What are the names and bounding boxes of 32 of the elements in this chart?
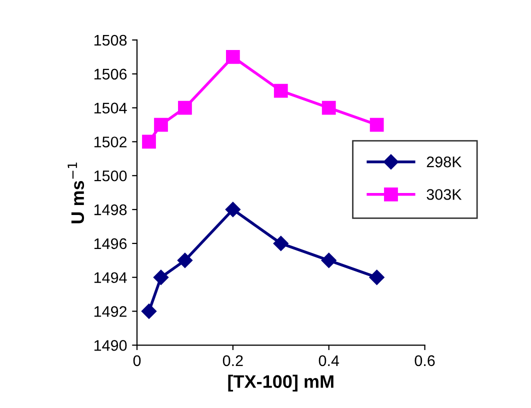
y-tick-label: 1502: [94, 136, 127, 148]
point: [226, 50, 240, 64]
point: [177, 252, 193, 268]
point: [178, 100, 192, 115]
point: [273, 236, 288, 252]
y-tick-label: 1492: [94, 306, 127, 317]
y-tick-label: 1504: [94, 102, 127, 114]
y-tick-label: 1490: [94, 340, 127, 351]
y-tick-label: 1508: [94, 34, 127, 46]
y-axis-title: U ms$^{−1}$: [68, 162, 84, 224]
point: [321, 252, 336, 268]
legend-label: 303K: [426, 189, 462, 200]
x-tick-label: 0.6: [414, 355, 435, 366]
y-tick-label: 1498: [94, 204, 127, 216]
x-tick-label: 0.2: [222, 355, 243, 366]
point: [322, 100, 336, 115]
point: [225, 202, 240, 218]
legend-label: 298K: [426, 156, 462, 168]
x-axis-title: [TX-100] mM: [228, 374, 334, 392]
y-tick-label: 1500: [94, 170, 127, 182]
x-tick-label: 0: [133, 355, 141, 366]
point: [142, 134, 156, 149]
point: [369, 270, 384, 285]
y-tick-label: 1496: [94, 238, 127, 250]
point: [141, 304, 157, 319]
x-tick-label: 0.4: [318, 355, 340, 366]
point: [154, 118, 168, 132]
point: [274, 84, 288, 98]
y-tick-label: 1506: [94, 68, 127, 80]
y-tick-label: 1494: [94, 272, 127, 284]
point: [370, 118, 384, 132]
point: [153, 270, 169, 285]
